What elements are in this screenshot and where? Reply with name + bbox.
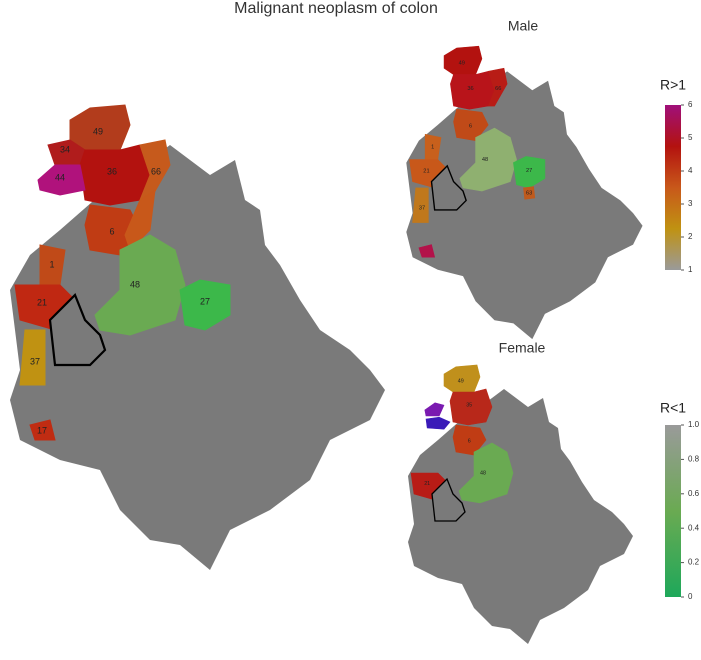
colorbar [665, 425, 681, 597]
region [412, 187, 429, 223]
tick-label: 1 [688, 265, 693, 274]
region-label: 66 [495, 86, 501, 92]
region [29, 419, 56, 441]
region [443, 364, 481, 393]
region-label: 21 [423, 168, 429, 174]
region-label: 36 [467, 86, 473, 92]
tick-label: 0.6 [688, 489, 700, 498]
region-label: 27 [200, 296, 210, 306]
region-label: 21 [424, 481, 430, 487]
colorbar [665, 105, 681, 270]
region-label: 48 [482, 157, 488, 163]
region [459, 127, 517, 192]
legend-title: R<1 [660, 400, 686, 416]
tick-label: 0.2 [688, 558, 700, 567]
region-label: 37 [419, 206, 425, 212]
region [37, 164, 86, 196]
region-label: 6 [109, 226, 114, 236]
region-label: 27 [526, 168, 532, 174]
map-subtitle: Female [499, 340, 546, 356]
tick-label: 3 [688, 199, 693, 208]
region [425, 416, 451, 430]
title: Malignant neoplasm of colon [234, 0, 438, 17]
tick-label: 0.8 [688, 455, 700, 464]
region-label: 49 [459, 61, 465, 67]
map: 49 35 6 21 48 [408, 364, 633, 644]
highlight-region [431, 477, 466, 522]
region [449, 388, 493, 426]
tick-label: 6 [688, 100, 693, 109]
region-label: 21 [37, 297, 47, 307]
region-label: 63 [526, 190, 532, 196]
region-label: 36 [107, 166, 117, 176]
tick-label: 0.4 [688, 523, 700, 532]
region-label: 37 [30, 356, 40, 366]
legend-title: R>1 [660, 77, 686, 93]
region-label: 6 [468, 439, 471, 445]
region [458, 442, 514, 504]
region [418, 244, 436, 258]
region [179, 279, 231, 331]
region-label: 6 [469, 124, 472, 130]
region-label: 49 [458, 379, 464, 385]
region-label: 66 [151, 166, 161, 176]
region-label: 48 [480, 470, 486, 476]
region-label: 49 [93, 126, 103, 136]
region [19, 329, 46, 386]
tick-label: 2 [688, 232, 693, 241]
region-label: 1 [431, 144, 434, 150]
region-label: 35 [466, 403, 472, 409]
region-label: 17 [37, 425, 47, 435]
region [487, 67, 508, 107]
region [424, 402, 445, 417]
tick-label: 4 [688, 166, 693, 175]
region-label: 1 [49, 259, 54, 269]
tick-label: 0 [688, 592, 693, 601]
map-subtitle: Male [508, 18, 539, 34]
region-label: 34 [60, 144, 70, 154]
tick-label: 1.0 [688, 420, 700, 429]
region-label: 48 [130, 279, 140, 289]
tick-label: 5 [688, 133, 693, 142]
region [523, 186, 536, 200]
region-label: 44 [55, 172, 65, 182]
region [94, 234, 186, 336]
highlight-region [48, 293, 107, 367]
highlight-region [430, 164, 467, 211]
region [513, 156, 546, 189]
region [443, 45, 483, 75]
